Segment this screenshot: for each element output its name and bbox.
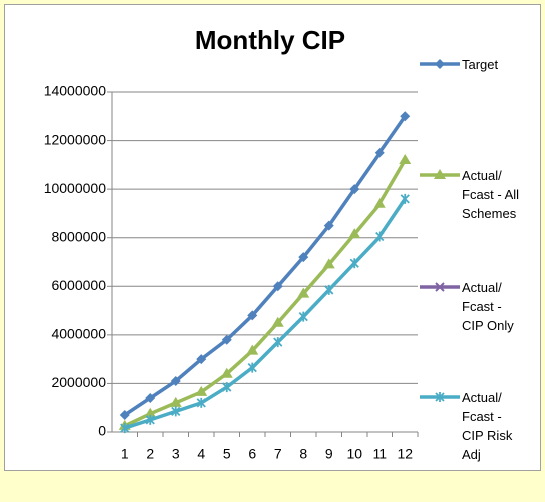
data-point bbox=[145, 414, 155, 425]
data-point bbox=[324, 284, 334, 295]
y-tick-label: 2000000 bbox=[51, 374, 106, 390]
data-point bbox=[222, 382, 232, 393]
data-point bbox=[246, 344, 259, 355]
y-tick-label: 0 bbox=[98, 423, 106, 439]
legend-label: Target bbox=[462, 57, 499, 72]
data-point bbox=[349, 184, 360, 195]
x-tick-label: 6 bbox=[248, 446, 256, 462]
data-point bbox=[221, 334, 232, 345]
x-tick-label: 4 bbox=[197, 446, 205, 462]
legend-label: Actual/ Fcast - CIP Only bbox=[462, 280, 514, 333]
data-point bbox=[171, 406, 181, 417]
data-point bbox=[348, 228, 361, 239]
legend-label: Actual/ Fcast - CIP Risk Adj bbox=[462, 390, 513, 462]
data-point bbox=[195, 385, 208, 396]
x-tick-label: 1 bbox=[121, 446, 129, 462]
legend-marker bbox=[435, 392, 445, 402]
x-tick-label: 5 bbox=[223, 446, 231, 462]
data-point bbox=[119, 410, 130, 420]
data-point bbox=[298, 252, 309, 263]
data-point bbox=[400, 111, 411, 122]
y-tick-label: 12000000 bbox=[44, 131, 107, 147]
data-point bbox=[196, 397, 206, 408]
series-line bbox=[124, 197, 407, 430]
legend-marker bbox=[435, 59, 445, 69]
data-point bbox=[323, 220, 334, 231]
x-tick-label: 12 bbox=[397, 446, 413, 462]
x-tick-label: 10 bbox=[346, 446, 362, 462]
data-point bbox=[375, 231, 385, 242]
x-tick-label: 7 bbox=[274, 446, 282, 462]
data-point bbox=[196, 354, 207, 365]
data-point bbox=[273, 337, 283, 348]
legend-marker bbox=[435, 282, 445, 292]
data-point bbox=[298, 311, 308, 322]
data-point bbox=[399, 154, 412, 164]
data-point bbox=[297, 287, 310, 298]
data-point bbox=[374, 147, 385, 158]
data-point bbox=[170, 376, 181, 386]
data-point bbox=[322, 258, 335, 269]
x-tick-label: 11 bbox=[372, 446, 387, 462]
y-tick-label: 4000000 bbox=[51, 326, 106, 342]
data-point bbox=[247, 362, 257, 373]
x-tick-label: 9 bbox=[325, 446, 333, 462]
data-point bbox=[144, 407, 157, 418]
x-tick-label: 3 bbox=[172, 446, 180, 462]
data-point bbox=[120, 423, 130, 434]
chart-title: Monthly CIP bbox=[195, 25, 345, 55]
x-tick-label: 2 bbox=[146, 446, 154, 462]
data-point bbox=[373, 197, 386, 208]
legend-label: Actual/ Fcast - All Schemes bbox=[462, 168, 520, 221]
data-point bbox=[272, 281, 283, 292]
y-tick-label: 6000000 bbox=[51, 277, 106, 293]
data-point bbox=[400, 193, 410, 204]
legend-marker bbox=[434, 169, 446, 179]
data-point bbox=[247, 310, 258, 321]
y-tick-label: 14000000 bbox=[44, 83, 107, 99]
series-line bbox=[123, 115, 407, 417]
data-point bbox=[349, 258, 359, 269]
data-point bbox=[145, 393, 156, 403]
y-tick-label: 8000000 bbox=[51, 228, 106, 244]
data-point bbox=[169, 396, 182, 407]
data-point bbox=[220, 367, 233, 378]
y-tick-label: 10000000 bbox=[44, 180, 107, 196]
x-tick-label: 8 bbox=[299, 446, 307, 462]
data-point bbox=[271, 316, 284, 327]
